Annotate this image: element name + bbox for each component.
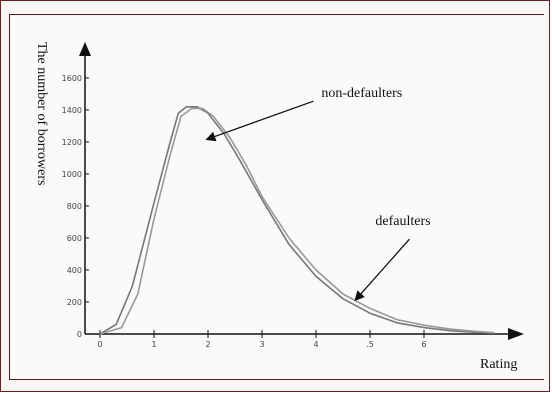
y-tick-label: 1000 xyxy=(62,170,82,179)
x-tick-label: 6 xyxy=(421,340,426,349)
annotation-arrow-non-defaulters xyxy=(205,100,314,142)
y-tick-label: 0 xyxy=(77,330,82,339)
x-axis-arrow-icon xyxy=(508,328,524,340)
y-tick-label: 200 xyxy=(67,298,82,307)
annotation-arrow-defaulters xyxy=(354,238,410,302)
chart-panel xyxy=(9,14,544,380)
x-tick-label: 1 xyxy=(151,340,156,349)
y-tick-group: 0 200 400 600 800 1000 1200 1400 1600 xyxy=(62,74,89,339)
series-line-non-defaulters xyxy=(99,106,495,335)
x-tick-group: 0 1 2 3 4 .5 6 xyxy=(97,330,427,349)
annotation-group: non-defaulters defaulters xyxy=(205,86,431,302)
x-tick-label: 3 xyxy=(259,340,264,349)
y-tick-label: 1200 xyxy=(62,138,82,147)
x-tick-label: 0 xyxy=(97,340,102,349)
x-tick-label: 2 xyxy=(205,340,210,349)
y-tick-label: 1400 xyxy=(62,106,82,115)
y-tick-label: 800 xyxy=(67,202,82,211)
y-tick-label: 600 xyxy=(67,234,82,243)
y-tick-label: 400 xyxy=(67,266,82,275)
y-axis-arrow-icon xyxy=(79,42,91,56)
series-group xyxy=(99,106,495,335)
y-tick-label: 1600 xyxy=(62,74,82,83)
x-tick-label: 4 xyxy=(313,340,318,349)
annotation-label: non-defaulters xyxy=(321,86,402,101)
y-axis-label: The number of borrowers xyxy=(34,42,49,185)
annotation-label: defaulters xyxy=(375,214,430,229)
series-line-defaulters xyxy=(99,107,495,335)
x-axis-label: Rating xyxy=(480,357,517,372)
x-tick-label: .5 xyxy=(366,340,374,349)
